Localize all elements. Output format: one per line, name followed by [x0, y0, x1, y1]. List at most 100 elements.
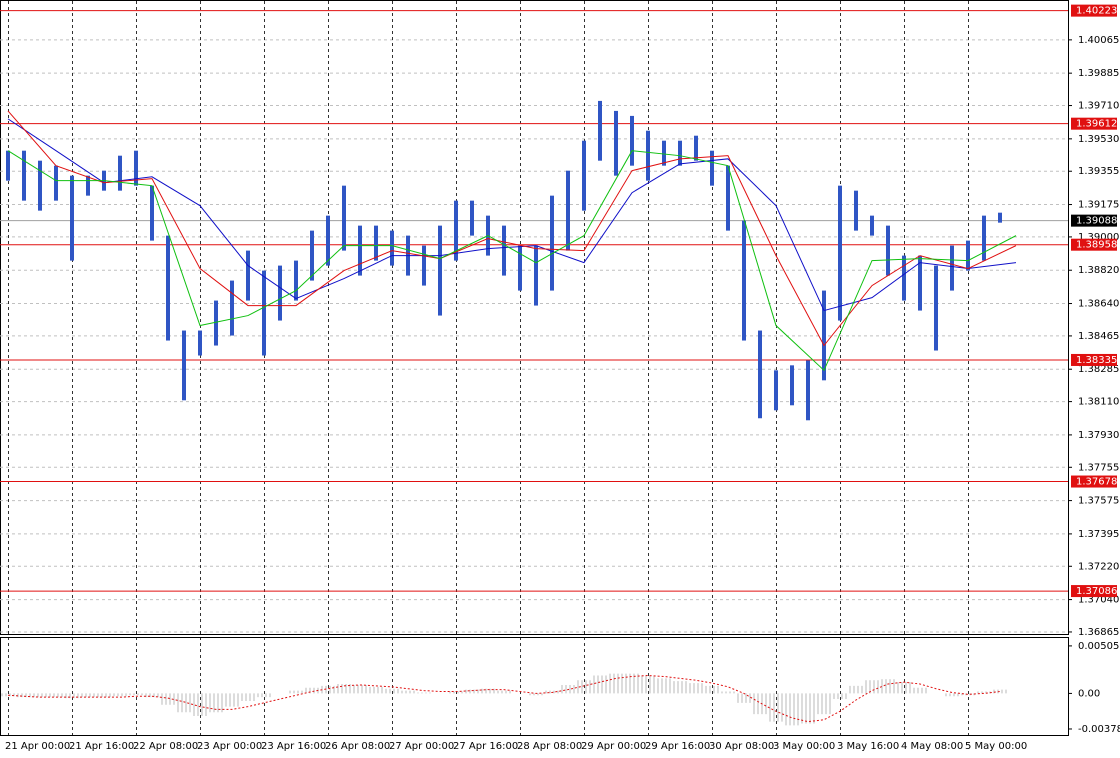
moving-average	[7, 118, 1017, 312]
price-bar	[646, 130, 650, 181]
indicator-pane-frame	[0, 637, 1069, 736]
level-label-box	[1071, 238, 1117, 251]
y-tick-label: 1.39355	[1078, 166, 1119, 177]
y-tick-label: 1.37930	[1078, 430, 1119, 441]
price-bar	[6, 150, 10, 181]
price-bar	[982, 215, 986, 261]
price-bar	[22, 150, 26, 201]
price-bar	[630, 115, 634, 166]
y-tick-label: 1.39530	[1078, 134, 1119, 145]
x-tick-label: 21 Apr 16:00	[69, 741, 134, 752]
price-pane-frame	[0, 0, 1069, 635]
price-bar	[678, 140, 682, 166]
x-tick-label: 28 Apr 08:00	[517, 741, 582, 752]
level-label-box	[1071, 117, 1117, 130]
price-bar	[950, 245, 954, 291]
price-bar	[918, 255, 922, 311]
price-bar	[230, 280, 234, 336]
price-bar	[134, 150, 138, 186]
price-bar	[806, 360, 810, 421]
price-bar	[150, 185, 154, 241]
price-bar	[998, 212, 1002, 223]
price-bar	[790, 365, 794, 406]
price-bar	[774, 370, 778, 411]
price-bar	[966, 240, 970, 271]
signal-line	[7, 675, 1001, 723]
price-bar	[438, 225, 442, 316]
y-tick-label: 1.38110	[1078, 397, 1119, 408]
price-bar	[262, 270, 266, 356]
level-label: 1.38958	[1076, 240, 1117, 251]
y-tick-label: 1.37220	[1078, 561, 1119, 572]
y-tick-label: 1.36865	[1078, 627, 1119, 638]
price-bar	[86, 175, 90, 196]
price-bar	[118, 155, 122, 191]
price-bar	[582, 140, 586, 211]
level-label: 1.37678	[1076, 477, 1117, 488]
price-bar	[54, 165, 58, 201]
x-tick-label: 30 Apr 08:00	[709, 741, 774, 752]
price-bar	[518, 245, 522, 291]
level-label-box	[1071, 585, 1117, 598]
price-bar	[198, 330, 202, 356]
price-bar	[326, 215, 330, 266]
price-bar	[662, 140, 666, 166]
price-bar	[886, 225, 890, 276]
price-bar	[710, 150, 714, 186]
price-bar	[934, 265, 938, 351]
price-bar	[182, 330, 186, 401]
level-label: 1.37086	[1076, 586, 1117, 597]
price-bar	[566, 170, 570, 251]
price-bar	[598, 100, 602, 161]
moving-average	[7, 150, 1017, 372]
price-bar	[38, 160, 42, 211]
price-bar	[294, 260, 298, 301]
price-bar	[534, 245, 538, 306]
price-bar	[166, 235, 170, 341]
price-bar	[822, 290, 826, 381]
x-tick-label: 23 Apr 16:00	[261, 741, 326, 752]
level-label: 1.40223	[1076, 6, 1117, 17]
y-tick-label: 1.38465	[1078, 331, 1119, 342]
level-label-box	[1071, 4, 1117, 17]
price-bar	[374, 225, 378, 261]
y-tick-label: 1.37575	[1078, 496, 1119, 507]
last-price-box	[1071, 214, 1117, 227]
price-bar	[694, 135, 698, 161]
y-tick-label: 1.39175	[1078, 200, 1119, 211]
y-tick-label: 0.00505	[1078, 641, 1119, 652]
price-bar	[854, 190, 858, 231]
price-bar	[70, 175, 74, 261]
y-tick-label: 1.39000	[1078, 232, 1119, 243]
price-bar	[310, 230, 314, 281]
level-label-box	[1071, 353, 1117, 366]
y-tick-label: 1.40065	[1078, 35, 1119, 46]
x-tick-label: 26 Apr 08:00	[325, 741, 390, 752]
x-tick-label: 21 Apr 00:00	[5, 741, 70, 752]
price-bar	[902, 255, 906, 301]
x-tick-label: 27 Apr 16:00	[453, 741, 518, 752]
y-tick-label: 1.38820	[1078, 265, 1119, 276]
y-tick-label: 0.00	[1078, 688, 1100, 699]
x-tick-label: 4 May 08:00	[901, 741, 963, 752]
price-bar	[614, 110, 618, 176]
price-bar	[758, 330, 762, 419]
price-bar	[454, 200, 458, 261]
y-tick-label: 1.37395	[1078, 529, 1119, 540]
price-bar	[742, 220, 746, 341]
x-tick-label: 22 Apr 08:00	[133, 741, 198, 752]
level-label-box	[1071, 475, 1117, 488]
price-bar	[214, 300, 218, 346]
price-bar	[246, 250, 250, 301]
price-bar	[470, 200, 474, 236]
level-label: 1.39612	[1076, 119, 1117, 130]
x-tick-label: 23 Apr 00:00	[197, 741, 262, 752]
price-bar	[550, 195, 554, 291]
price-bar	[838, 185, 842, 321]
last-price-label: 1.39088	[1076, 216, 1117, 227]
x-tick-label: 29 Apr 16:00	[645, 741, 710, 752]
x-tick-label: 29 Apr 00:00	[581, 741, 646, 752]
price-bar	[422, 245, 426, 286]
